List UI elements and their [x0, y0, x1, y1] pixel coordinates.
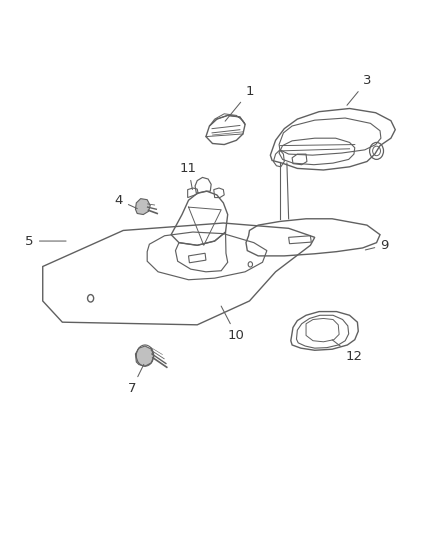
Text: 5: 5 [25, 235, 66, 247]
Text: 11: 11 [180, 162, 197, 190]
Text: 4: 4 [115, 193, 137, 208]
Text: 3: 3 [347, 75, 371, 106]
Text: 9: 9 [365, 239, 389, 252]
Text: 10: 10 [221, 306, 245, 342]
Text: 7: 7 [128, 365, 144, 395]
Text: 1: 1 [225, 85, 254, 121]
Polygon shape [135, 346, 154, 366]
Polygon shape [135, 199, 150, 215]
Text: 12: 12 [332, 340, 362, 363]
